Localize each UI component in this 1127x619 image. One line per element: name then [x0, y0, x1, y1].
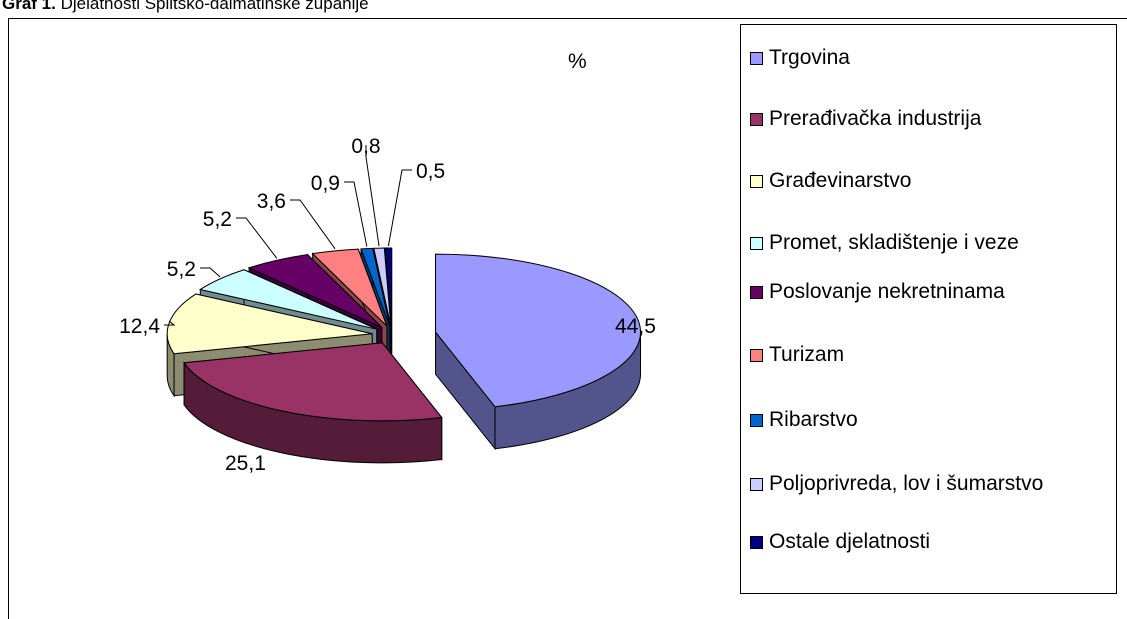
legend-label: Građevinarstvo — [769, 169, 912, 192]
slice-top — [384, 247, 393, 327]
slice-top — [360, 247, 391, 327]
legend-label: Poljoprivreda, lov i šumarstvo — [769, 472, 1044, 495]
data-label: 0,9 — [311, 172, 340, 195]
legend-swatch — [750, 175, 763, 188]
unit-label: % — [568, 50, 587, 73]
data-label: 25,1 — [225, 452, 266, 475]
legend: Trgovina Prerađivačka industrija Građevina… — [740, 24, 1117, 594]
leader-line — [387, 169, 412, 247]
legend-label: Ribarstvo — [769, 408, 858, 431]
slice-top — [435, 253, 642, 408]
data-label: 3,6 — [257, 190, 286, 213]
data-label: 0,8 — [351, 135, 380, 158]
legend-label: Trgovina — [769, 46, 850, 69]
slice-top — [311, 248, 388, 327]
data-label: 5,2 — [203, 208, 232, 231]
leader-line — [290, 199, 336, 250]
leader-line — [164, 320, 176, 326]
legend-swatch — [750, 414, 763, 427]
slice-top — [166, 293, 373, 355]
legend-swatch — [750, 536, 763, 549]
legend-swatch — [750, 349, 763, 362]
legend-swatch — [750, 286, 763, 299]
slice-top — [247, 254, 383, 328]
legend-swatch — [750, 478, 763, 491]
leader-line — [236, 217, 278, 259]
slice-top — [183, 342, 443, 422]
legend-swatch — [750, 52, 763, 65]
leader-line — [200, 267, 221, 278]
slice-top — [199, 269, 377, 330]
legend-label: Poslovanje nekretninama — [769, 280, 1005, 303]
chart-title: Graf 1. Djelatnosti Splitsko-dalmatinske… — [2, 0, 369, 14]
legend-label: Turizam — [769, 343, 845, 366]
legend-label: Promet, skladištenje i veze — [769, 231, 1019, 254]
legend-swatch — [750, 113, 763, 126]
slice-top — [373, 247, 392, 327]
data-label: 5,2 — [167, 258, 196, 281]
legend-label: Ostale djelatnosti — [769, 530, 931, 553]
data-label: 44,5 — [615, 315, 656, 338]
leader-line — [365, 145, 380, 247]
legend-swatch — [750, 237, 763, 250]
title-label: Graf 1. — [2, 0, 56, 13]
legend-label: Prerađivačka industrija — [769, 107, 982, 130]
leader-line — [344, 181, 368, 247]
data-label: 0,5 — [416, 160, 445, 183]
title-text: Djelatnosti Splitsko-dalmatinske županij… — [60, 0, 369, 13]
data-label: 12,4 — [119, 315, 160, 338]
